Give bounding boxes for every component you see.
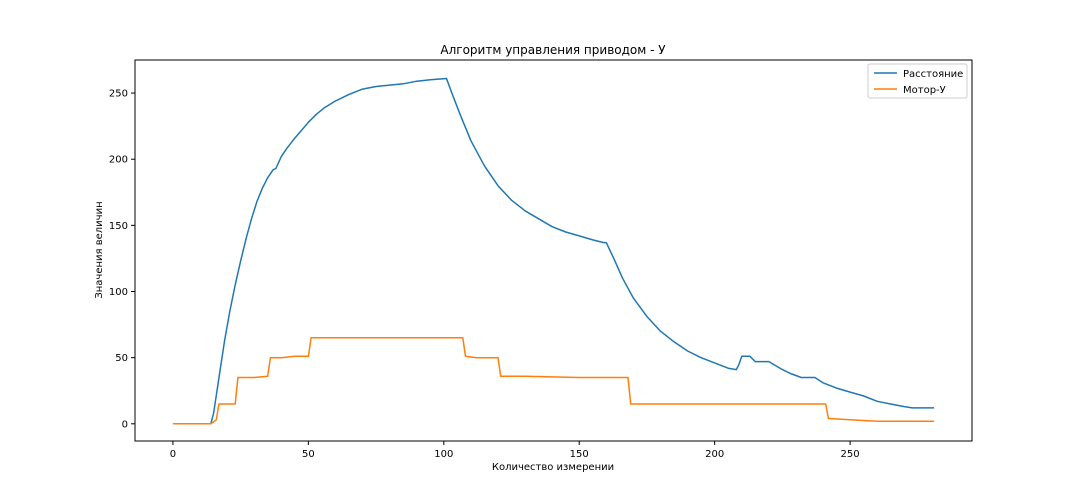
- y-tick-label: 100: [109, 287, 128, 298]
- series-line-1: [172, 337, 935, 425]
- x-axis-label: Количество измерении: [492, 462, 614, 473]
- x-tick-label: 100: [434, 449, 453, 460]
- y-tick-label: 200: [109, 155, 128, 166]
- chart-title: Алгоритм управления приводом - У: [440, 43, 666, 57]
- y-tick-label: 150: [109, 221, 128, 232]
- x-tick-label: 50: [302, 449, 315, 460]
- x-axis-ticks: 0 50 100 150 200 250: [170, 441, 860, 460]
- x-tick-label: 200: [705, 449, 724, 460]
- x-tick-label: 0: [170, 449, 176, 460]
- y-tick-label: 0: [122, 419, 128, 430]
- x-tick-label: 150: [570, 449, 589, 460]
- series-line-0: [172, 77, 935, 425]
- y-axis-ticks: 0 50 100 150 200 250: [109, 89, 135, 430]
- y-tick-label: 50: [115, 353, 128, 364]
- legend-label-motor: Мотор-У: [903, 85, 946, 96]
- y-tick-label: 250: [109, 89, 128, 100]
- legend: Расстояние Мотор-У: [867, 63, 968, 99]
- legend-label-distance: Расстояние: [903, 69, 963, 80]
- y-axis-label: Значения величин: [94, 201, 105, 298]
- x-tick-label: 250: [841, 449, 860, 460]
- series-lines: [172, 77, 935, 425]
- plot-area-frame: [134, 59, 973, 442]
